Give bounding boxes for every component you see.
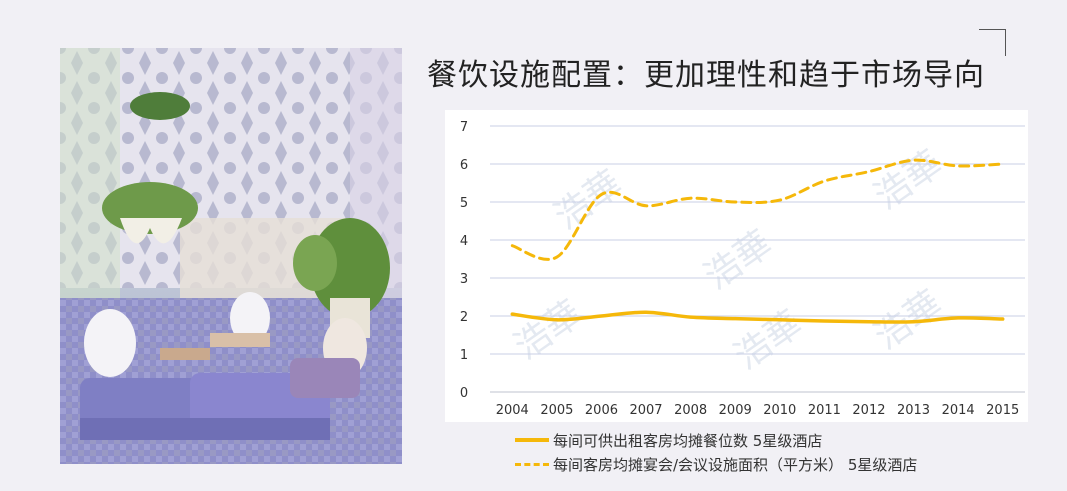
y-tick-label-1: 1 (460, 348, 468, 363)
x-tick-label-2015: 2015 (986, 403, 1019, 418)
page-title: 餐饮设施配置：更加理性和趋于市场导向 (427, 58, 985, 93)
y-tick-label-4: 4 (460, 234, 468, 249)
x-tick-label-2012: 2012 (852, 403, 885, 418)
x-tick-label-2004: 2004 (496, 403, 529, 418)
photo-illustration (60, 48, 402, 464)
legend-item-seats: 每间可供出租客房均摊餐位数 5星级酒店 (515, 428, 917, 452)
watermark-text-4: 浩華 (727, 303, 810, 378)
watermark-text-0: 浩華 (547, 163, 630, 238)
chart-legend: 每间可供出租客房均摊餐位数 5星级酒店 每间客房均摊宴会/会议设施面积（平方米）… (515, 428, 917, 476)
x-tick-label-2005: 2005 (540, 403, 573, 418)
legend-item-banquet: 每间客房均摊宴会/会议设施面积（平方米） 5星级酒店 (515, 452, 917, 476)
legend-solid-line-icon (515, 438, 549, 442)
legend-label-banquet: 每间客房均摊宴会/会议设施面积（平方米） 5星级酒店 (553, 455, 918, 474)
y-tick-label-0: 0 (460, 386, 468, 401)
x-tick-label-2014: 2014 (942, 403, 975, 418)
y-tick-label-3: 3 (460, 272, 468, 287)
legend-dashed-line-icon (515, 462, 549, 466)
x-tick-label-2010: 2010 (763, 403, 796, 418)
y-tick-label-2: 2 (460, 310, 468, 325)
corner-decoration (979, 29, 1006, 56)
legend-label-seats: 每间可供出租客房均摊餐位数 5星级酒店 (553, 431, 823, 450)
x-tick-label-2009: 2009 (719, 403, 752, 418)
series-line-0 (510, 310, 1005, 324)
x-tick-label-2013: 2013 (897, 403, 930, 418)
x-tick-label-2008: 2008 (674, 403, 707, 418)
y-tick-label-6: 6 (460, 158, 468, 173)
x-tick-label-2007: 2007 (629, 403, 662, 418)
y-tick-label-5: 5 (460, 196, 468, 211)
chart-panel: 浩華 浩華 浩華 浩華 浩華 浩華 0 1 2 3 4 5 6 7 2004 2005 2006 2007 2008… (445, 110, 1028, 422)
watermark-text-3: 浩華 (507, 293, 590, 368)
y-tick-label-7: 7 (460, 120, 468, 135)
watermark-text-1: 浩華 (697, 223, 780, 298)
hotel-lounge-photo (60, 48, 402, 464)
x-tick-label-2006: 2006 (585, 403, 618, 418)
x-tick-label-2011: 2011 (808, 403, 841, 418)
watermark-text-2: 浩華 (867, 143, 950, 218)
series-line-1 (510, 158, 1005, 261)
